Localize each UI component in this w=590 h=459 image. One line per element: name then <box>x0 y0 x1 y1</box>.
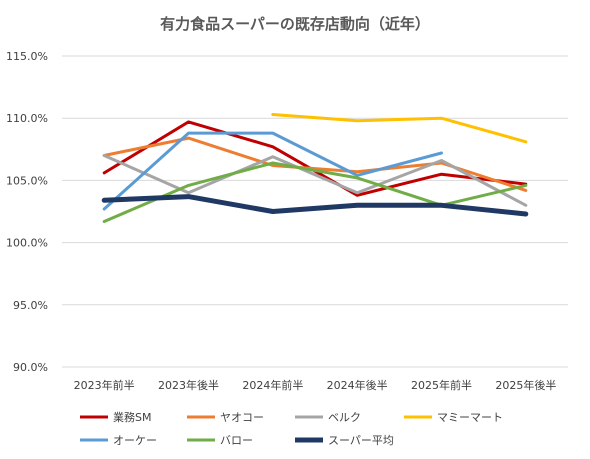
legend-item-2: ベルク <box>295 411 361 424</box>
x-tick-label: 2025年前半 <box>411 378 472 392</box>
series-path <box>102 131 443 211</box>
series-path <box>271 113 528 144</box>
y-tick-label: 90.0% <box>13 361 48 374</box>
y-tick-label: 110.0% <box>6 112 48 125</box>
y-tick-label: 100.0% <box>6 237 48 250</box>
y-tick-label: 95.0% <box>13 299 48 312</box>
legend-label: ベルク <box>328 411 361 424</box>
legend-item-3: マミーマート <box>404 411 503 424</box>
series-lines <box>101 113 529 223</box>
legend-label: マミーマート <box>437 411 503 424</box>
x-tick-label: 2023年前半 <box>74 378 135 392</box>
gridlines <box>62 55 568 368</box>
x-axis-tick-labels: 2023年前半 2023年後半 2024年前半 2024年後半 2025年前半 2025年… <box>74 378 557 392</box>
legend-label: オーケー <box>113 434 157 447</box>
x-tick-label: 2024年前半 <box>242 378 303 392</box>
series-line-2 <box>102 154 528 207</box>
legend-label: バロー <box>220 434 253 447</box>
y-tick-label: 115.0% <box>6 50 48 63</box>
series-path <box>101 194 529 217</box>
series-line-5 <box>102 161 528 223</box>
series-line-3 <box>271 113 528 144</box>
series-path <box>102 154 528 207</box>
series-line-6 <box>101 194 529 217</box>
legend-label: 業務SM <box>113 410 151 424</box>
legend-item-5: バロー <box>187 434 253 447</box>
legend-label: スーパー平均 <box>328 434 394 447</box>
legend-item-0: 業務SM <box>80 410 151 424</box>
legend-item-1: ヤオコー <box>187 411 264 424</box>
chart-title: 有力食品スーパーの既存店動向（近年） <box>160 15 430 33</box>
x-tick-label: 2025年後半 <box>495 378 556 392</box>
legend-item-6: スーパー平均 <box>295 434 394 447</box>
series-line-4 <box>102 131 443 211</box>
series-path <box>102 161 528 223</box>
legend-label: ヤオコー <box>220 411 264 424</box>
x-tick-label: 2023年後半 <box>158 378 219 392</box>
legend-item-4: オーケー <box>80 434 157 447</box>
x-tick-label: 2024年後半 <box>327 378 388 392</box>
y-axis-tick-labels: 115.0% 110.0% 105.0% 100.0% 95.0% 90.0% <box>6 50 48 374</box>
y-tick-label: 105.0% <box>6 174 48 187</box>
